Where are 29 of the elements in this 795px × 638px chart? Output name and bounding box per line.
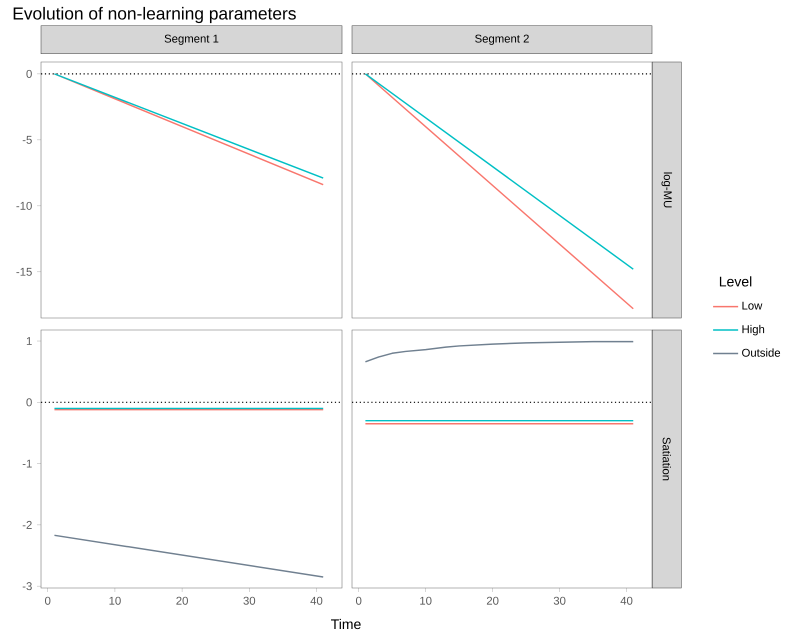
- legend-label: High: [742, 324, 764, 336]
- x-tick-label: 0: [45, 596, 50, 605]
- y-tick-label: 0: [26, 70, 32, 78]
- y-tick-label: -15: [16, 268, 32, 276]
- legend-label: Outside: [742, 348, 780, 357]
- y-tick-label: -5: [22, 136, 32, 144]
- chart-subtitle: Segment 2: [475, 34, 529, 45]
- y-tick-label: -3: [22, 582, 32, 590]
- x-tick-label: 20: [486, 596, 498, 605]
- x-tick-label: 10: [420, 596, 432, 605]
- y-tick-label: -2: [22, 520, 32, 529]
- y-tick-label: 0: [26, 398, 32, 406]
- chart-subtitle: Segment 1: [164, 34, 218, 45]
- y-tick-label: -1: [22, 460, 32, 468]
- y-tick-label: 1: [26, 337, 32, 345]
- x-tick-label: 10: [109, 596, 121, 605]
- x-tick-label: 40: [310, 596, 322, 605]
- legend-label: Low: [742, 302, 762, 310]
- x-tick-label: 30: [243, 596, 256, 605]
- x-tick-label: 0: [356, 596, 362, 605]
- legend-title: Level: [720, 276, 752, 287]
- y-tick-label: -10: [16, 202, 32, 210]
- x-tick-label: 20: [176, 596, 188, 605]
- x-tick-label: 30: [554, 596, 566, 605]
- y2-axis-title: log-MU: [661, 172, 672, 208]
- chart-title: Evolution of non-learning parameters: [14, 6, 296, 24]
- x-axis-title: Time: [331, 618, 361, 630]
- x-tick-label: 40: [620, 596, 632, 605]
- y2-axis-title: Satiation: [662, 437, 671, 480]
